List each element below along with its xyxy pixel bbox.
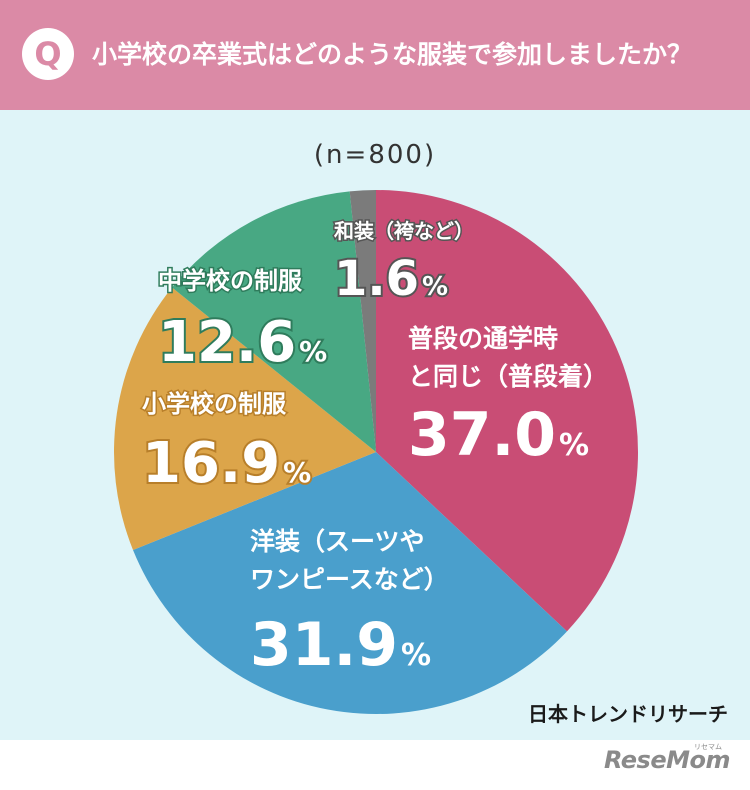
- slice-label: 小学校の制服: [142, 390, 287, 418]
- pie-slice: [113, 287, 376, 550]
- slice-label: 和装（袴など）: [334, 219, 474, 243]
- slice-label: 洋装（スーツや: [250, 527, 425, 556]
- survey-credit: 日本トレンドリサーチ: [528, 702, 728, 726]
- question-title: 小学校の卒業式はどのような服装で参加しましたか？: [92, 40, 693, 69]
- slice-value: 12.6%: [158, 310, 327, 375]
- slice-label: と同じ（普段着）: [408, 362, 608, 391]
- slice-value: 16.9%: [142, 431, 311, 496]
- slice-label: 普段の通学時: [408, 324, 558, 353]
- pie-slice: [172, 191, 376, 453]
- slice-label: 中学校の制服: [158, 267, 303, 295]
- slice-value: 31.9%: [250, 610, 431, 680]
- pie-slice: [133, 452, 567, 715]
- resemom-logo: ReseMom: [603, 746, 731, 774]
- logo-subtitle: リセマム: [694, 743, 722, 751]
- slice-label: ワンピースなど）: [250, 565, 449, 594]
- slice-value: 37.0%: [408, 400, 589, 470]
- question-badge-icon: Q: [22, 28, 74, 80]
- sample-size: (n=800): [313, 140, 437, 170]
- pie-slice: [349, 190, 376, 452]
- question-header: Q 小学校の卒業式はどのような服装で参加しましたか？: [0, 0, 750, 110]
- footer: リセマム ReseMom: [0, 740, 750, 790]
- slice-value: 1.6%: [334, 251, 448, 307]
- pie-slice: [376, 190, 638, 632]
